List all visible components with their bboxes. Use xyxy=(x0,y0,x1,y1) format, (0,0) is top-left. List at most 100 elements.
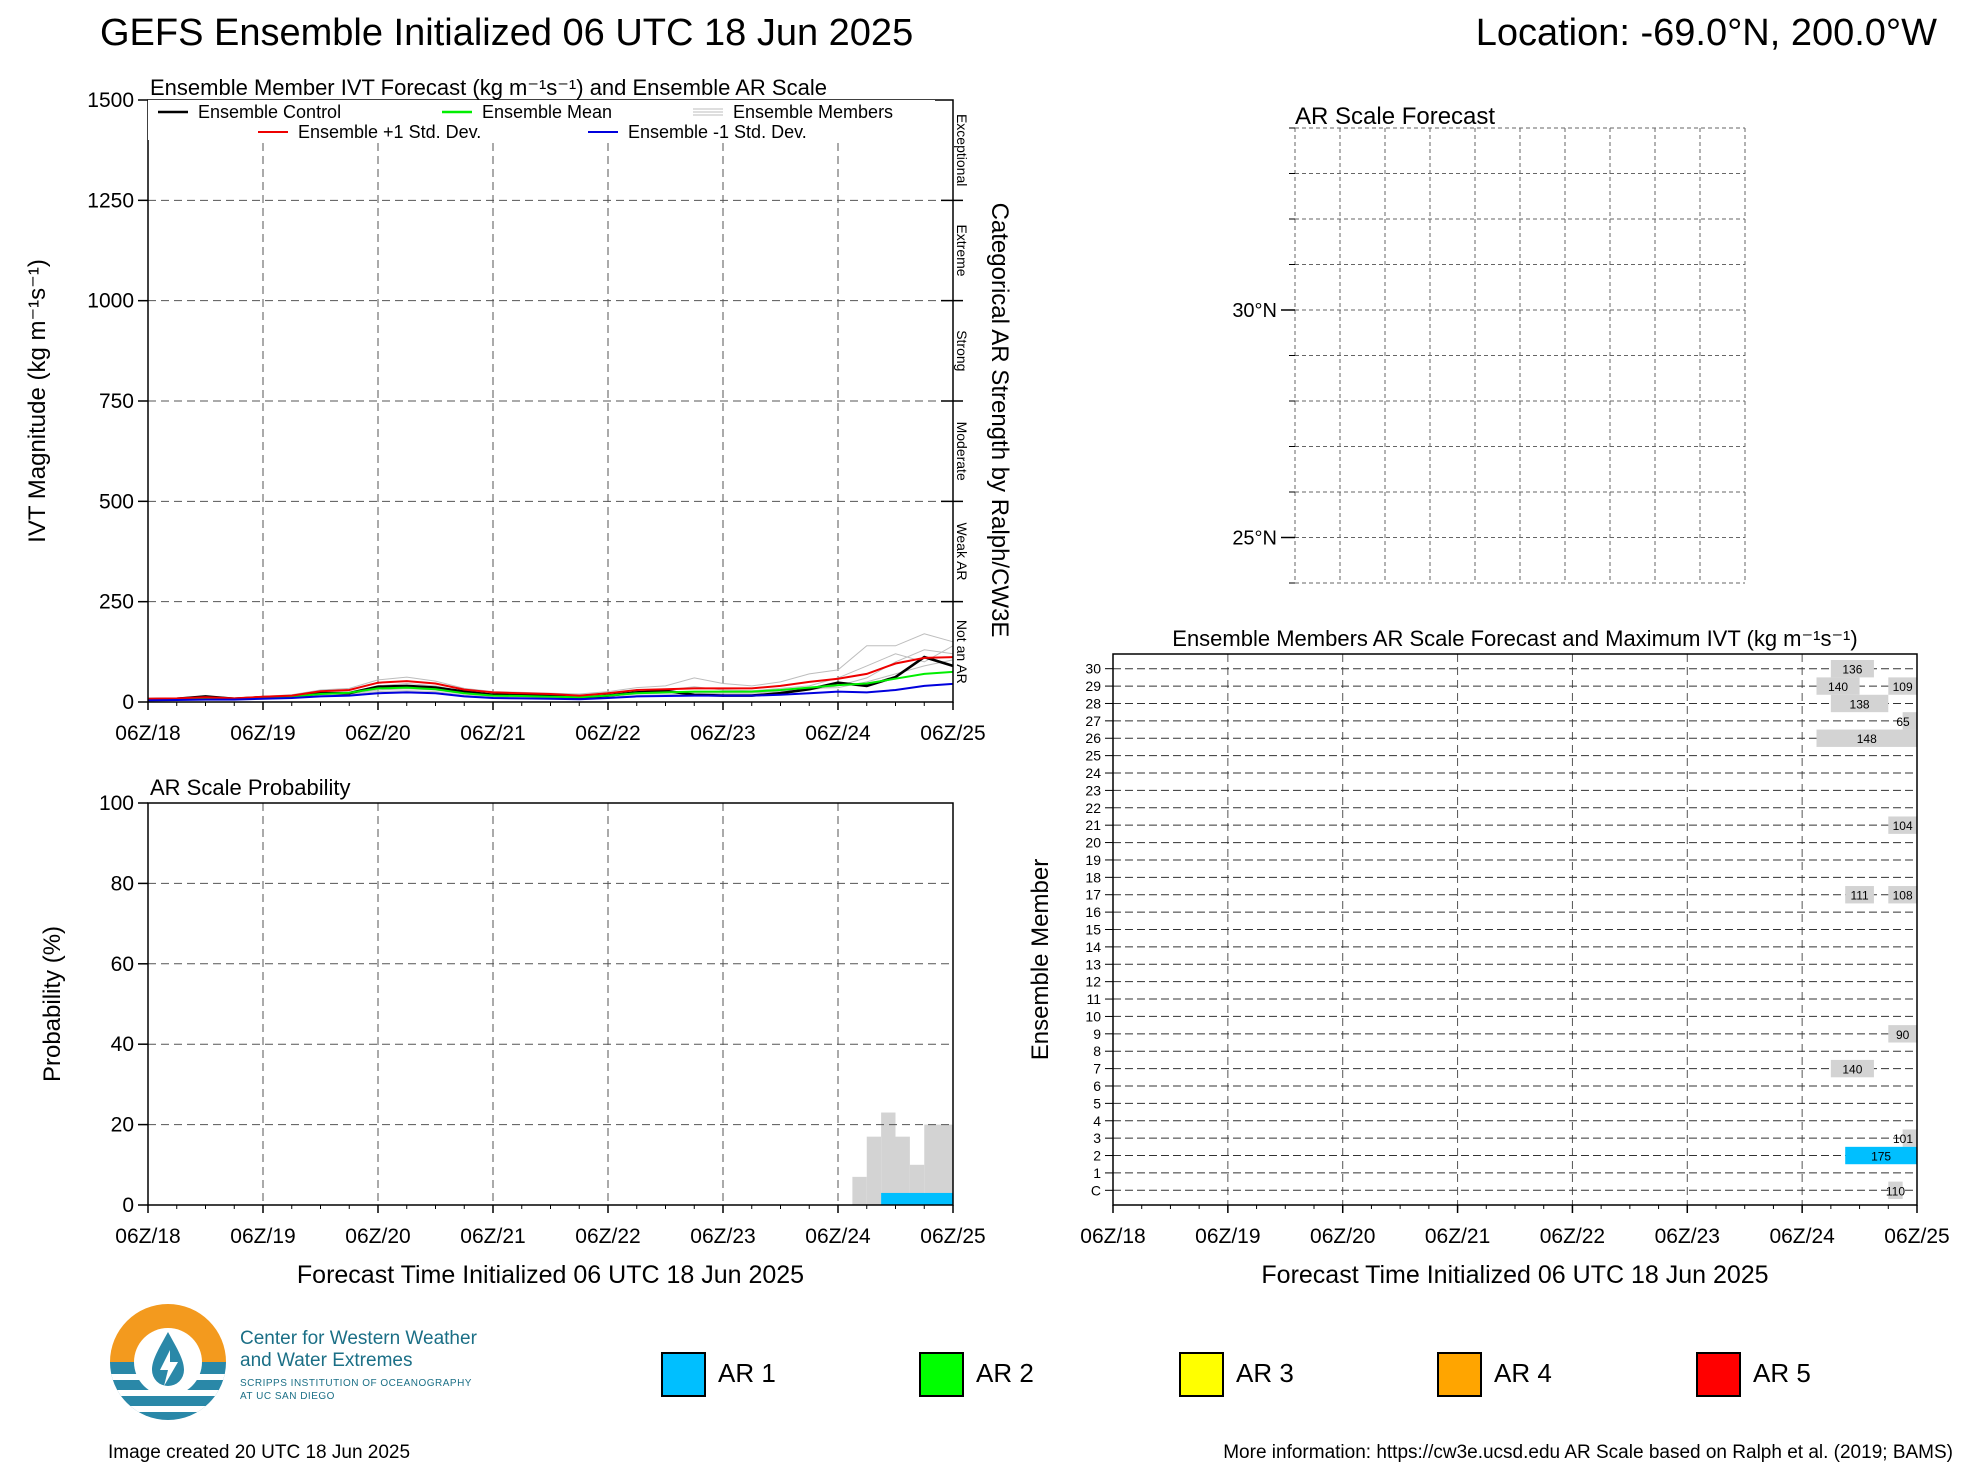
ar-legend-label: AR 1 xyxy=(718,1358,776,1388)
members-segment xyxy=(1830,1059,1874,1078)
prob-ytick-label: 0 xyxy=(122,1194,134,1217)
ar-legend-swatch xyxy=(1179,1352,1224,1397)
members-segment xyxy=(1888,886,1917,904)
members-segment xyxy=(1888,1025,1917,1043)
members-xtick-label: 06Z/18 xyxy=(1080,1225,1145,1248)
members-title: Ensemble Members AR Scale Forecast and M… xyxy=(1172,626,1857,651)
ivt-ytick-label: 1250 xyxy=(87,189,134,212)
members-ytick-label: 17 xyxy=(1085,887,1101,903)
prob-bar xyxy=(852,1176,867,1205)
members-ytick-label: C xyxy=(1091,1182,1101,1198)
logo-line2: and Water Extremes xyxy=(240,1350,413,1371)
ivt-ytick-label: 1500 xyxy=(87,89,134,112)
legend-label: Ensemble Mean xyxy=(482,102,612,122)
ivt-xtick-label: 06Z/18 xyxy=(115,722,180,745)
members-xlabel: Forecast Time Initialized 06 UTC 18 Jun … xyxy=(1261,1261,1768,1289)
members-xtick-label: 06Z/22 xyxy=(1540,1225,1605,1248)
members-xtick-label: 06Z/21 xyxy=(1425,1225,1490,1248)
members-segment-label: 90 xyxy=(1896,1028,1910,1042)
members-ytick-label: 6 xyxy=(1093,1078,1101,1094)
members-xtick-label: 06Z/24 xyxy=(1769,1225,1835,1248)
members-ytick-label: 23 xyxy=(1085,782,1101,798)
members-segment xyxy=(1816,677,1860,695)
members-segment-label: 101 xyxy=(1893,1132,1913,1146)
members-ytick-label: 30 xyxy=(1085,661,1101,677)
members-segment xyxy=(1902,1129,1917,1147)
members-ytick-label: 20 xyxy=(1085,835,1101,851)
members-segment-label: 138 xyxy=(1850,697,1870,711)
ivt-category-label: Moderate xyxy=(954,422,970,481)
prob-ytick-label: 80 xyxy=(111,872,134,895)
members-ytick-label: 1 xyxy=(1093,1165,1101,1181)
members-ytick-label: 13 xyxy=(1085,956,1101,972)
prob-xtick-label: 06Z/22 xyxy=(575,1225,640,1248)
members-ytick-label: 27 xyxy=(1085,713,1101,729)
prob-ytick-label: 20 xyxy=(111,1114,134,1137)
members-ytick-label: 29 xyxy=(1085,678,1101,694)
members-ytick-label: 15 xyxy=(1085,922,1101,938)
members-segment-label: 108 xyxy=(1893,889,1913,903)
cw3e-logo xyxy=(108,1302,228,1422)
members-ytick-label: 18 xyxy=(1085,869,1101,885)
prob-ar1-bar xyxy=(881,1192,953,1205)
ivt-legend: Ensemble Control Ensemble Mean Ensemble Me… xyxy=(148,100,935,142)
logo-icon xyxy=(110,1304,226,1420)
ivt-title: Ensemble Member IVT Forecast (kg m⁻¹s⁻¹)… xyxy=(150,75,827,100)
members-frame xyxy=(1112,653,1918,1206)
members-segment xyxy=(1902,712,1917,730)
prob-xtick-label: 06Z/21 xyxy=(460,1225,525,1248)
members-ytick-label: 2 xyxy=(1093,1148,1101,1164)
prob-ylabel: Probability (%) xyxy=(39,926,66,1082)
ivt-series-line xyxy=(147,670,954,701)
ivt-legend-bg xyxy=(148,100,935,140)
map-lat-label: 25°N xyxy=(1232,528,1277,550)
legend-label: Ensemble Members xyxy=(733,102,893,122)
members-segment xyxy=(1888,1181,1903,1199)
members-ytick-label: 22 xyxy=(1085,800,1101,816)
ivt-ylabel: IVT Magnitude (kg m⁻¹s⁻¹) xyxy=(24,259,51,543)
members-segment xyxy=(1845,886,1874,904)
ivt-right-label: Categorical AR Strength by Ralph/CW3E xyxy=(986,203,1013,638)
map-lat-label: 30°N xyxy=(1232,300,1277,322)
ivt-ytick-label: 500 xyxy=(99,490,134,513)
members-ytick-label: 25 xyxy=(1085,748,1101,764)
members-segment xyxy=(1888,816,1917,834)
members-xtick-label: 06Z/25 xyxy=(1884,1225,1949,1248)
ivt-xtick-label: 06Z/21 xyxy=(460,722,525,745)
probability-panel: 0 20 40 60 80 100 06Z/18 06Z/19 06Z/20 06Z/21 06Z/… xyxy=(39,775,986,1289)
prob-title: AR Scale Probability xyxy=(150,775,351,800)
members-panel: 06Z/18 06Z/19 06Z/20 06Z/21 06Z/22 06Z/23 06Z/… xyxy=(1027,626,1950,1289)
members-ytick-label: 3 xyxy=(1093,1130,1101,1146)
prob-ytick-label: 60 xyxy=(111,953,134,976)
members-ytick-label: 8 xyxy=(1093,1043,1101,1059)
ivt-xtick-label: 06Z/19 xyxy=(230,722,295,745)
members-segment-label: 111 xyxy=(1850,889,1869,903)
ivt-ytick-label: 0 xyxy=(122,691,134,714)
map-title: AR Scale Forecast xyxy=(1295,103,1495,130)
members-segment xyxy=(1845,1146,1917,1165)
prob-xtick-label: 06Z/19 xyxy=(230,1225,295,1248)
legend-label: Ensemble -1 Std. Dev. xyxy=(628,122,807,142)
members-ytick-label: 21 xyxy=(1085,817,1101,833)
ar-legend-swatch xyxy=(1437,1352,1482,1397)
ivt-panel: 0 250 500 750 1000 1250 1500 06Z/18 06Z/19 06Z/20… xyxy=(24,75,1013,745)
ar-legend-swatch xyxy=(1696,1352,1741,1397)
members-xtick-label: 06Z/19 xyxy=(1195,1225,1260,1248)
prob-bar xyxy=(895,1136,910,1205)
members-xtick-label: 06Z/20 xyxy=(1310,1225,1375,1248)
members-segment-label: 140 xyxy=(1842,1063,1862,1077)
legend-label: Ensemble +1 Std. Dev. xyxy=(298,122,481,142)
prob-xlabel: Forecast Time Initialized 06 UTC 18 Jun … xyxy=(297,1261,804,1289)
prob-bar xyxy=(881,1112,896,1205)
ar-legend: AR 1 AR 2 AR 3 AR 4 AR 5 xyxy=(661,1352,1811,1397)
prob-xtick-label: 06Z/25 xyxy=(920,1225,985,1248)
members-segment-label: 140 xyxy=(1828,680,1848,694)
ivt-series-line xyxy=(147,633,954,699)
ivt-series-line xyxy=(147,656,954,700)
members-segment-label: 110 xyxy=(1886,1184,1905,1198)
ivt-xtick-label: 06Z/23 xyxy=(690,722,755,745)
ivt-category-label: Exceptional xyxy=(954,114,970,186)
members-segment-label: 65 xyxy=(1896,715,1910,729)
prob-ytick-label: 100 xyxy=(99,792,134,815)
prob-xtick-label: 06Z/23 xyxy=(690,1225,755,1248)
